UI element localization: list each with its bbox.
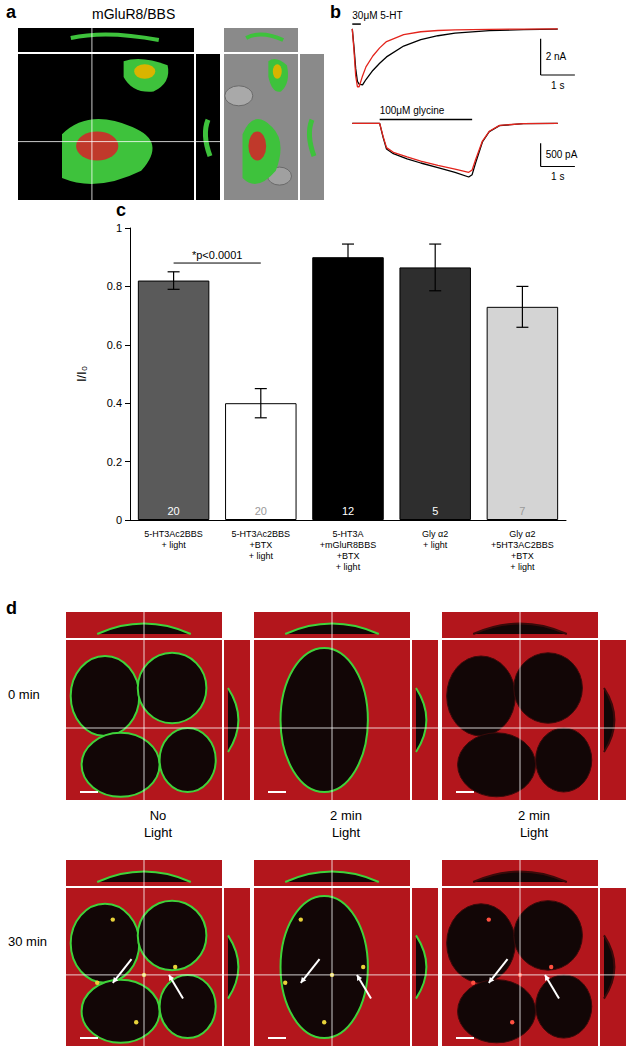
svg-text:+BTX: +BTX: [337, 551, 360, 561]
svg-text:+BTX: +BTX: [249, 540, 272, 550]
svg-text:Gly α2: Gly α2: [509, 529, 535, 539]
svg-text:Gly α2: Gly α2: [422, 529, 448, 539]
html-text:d: d: [6, 598, 17, 618]
svg-text:20: 20: [255, 505, 267, 517]
svg-text:+ light: + light: [161, 540, 186, 550]
svg-text:+ light: + light: [336, 562, 361, 572]
svg-text:+ light: + light: [249, 551, 274, 561]
svg-text:0: 0: [116, 514, 122, 526]
svg-text:20: 20: [167, 505, 179, 517]
svg-text:+BTX: +BTX: [511, 551, 534, 561]
html-text:2 min: 2 min: [518, 808, 550, 823]
html-text:b: b: [330, 2, 341, 22]
svg-text:1: 1: [116, 222, 122, 234]
html-text:No: No: [149, 808, 167, 823]
svg-text:*p<0.0001: *p<0.0001: [192, 249, 242, 261]
svg-text:2 nA: 2 nA: [546, 51, 567, 62]
html-text:Light: Light: [143, 825, 173, 840]
svg-text:100μM glycine: 100μM glycine: [380, 105, 445, 116]
html-text:0 min: 0 min: [8, 687, 40, 703]
svg-text:+ light: + light: [510, 562, 535, 572]
svg-text:+ light: + light: [423, 540, 448, 550]
svg-text:5-HT3Ac2BBS: 5-HT3Ac2BBS: [232, 529, 291, 539]
svg-text:7: 7: [519, 505, 525, 517]
svg-text:5-HT3Ac2BBS: 5-HT3Ac2BBS: [144, 529, 203, 539]
svg-text:5: 5: [432, 505, 438, 517]
html-text:Light: Light: [331, 825, 361, 840]
svg-text:I/I₀: I/I₀: [74, 366, 89, 382]
svg-text:0.4: 0.4: [107, 397, 122, 409]
html-text:mGluR8/BBS: mGluR8/BBS: [92, 6, 176, 22]
html-text:a: a: [6, 2, 16, 22]
svg-text:0.6: 0.6: [107, 339, 122, 351]
svg-text:+mGluR8BBS: +mGluR8BBS: [320, 540, 376, 550]
svg-text:1 s: 1 s: [551, 80, 564, 91]
html-text:Light: Light: [519, 825, 549, 840]
svg-text:0.8: 0.8: [107, 280, 122, 292]
svg-text:0.2: 0.2: [107, 456, 122, 468]
html-text:c: c: [116, 200, 126, 220]
svg-text:30μM 5-HT: 30μM 5-HT: [352, 10, 402, 21]
svg-text:500 pA: 500 pA: [546, 149, 578, 160]
svg-text:5-HT3A: 5-HT3A: [332, 529, 363, 539]
svg-text:1 s: 1 s: [551, 171, 564, 182]
html-text:2 min: 2 min: [330, 808, 362, 823]
svg-text:+5HT3AC2BBS: +5HT3AC2BBS: [491, 540, 554, 550]
svg-text:12: 12: [342, 505, 354, 517]
html-text:30 min: 30 min: [8, 934, 47, 950]
